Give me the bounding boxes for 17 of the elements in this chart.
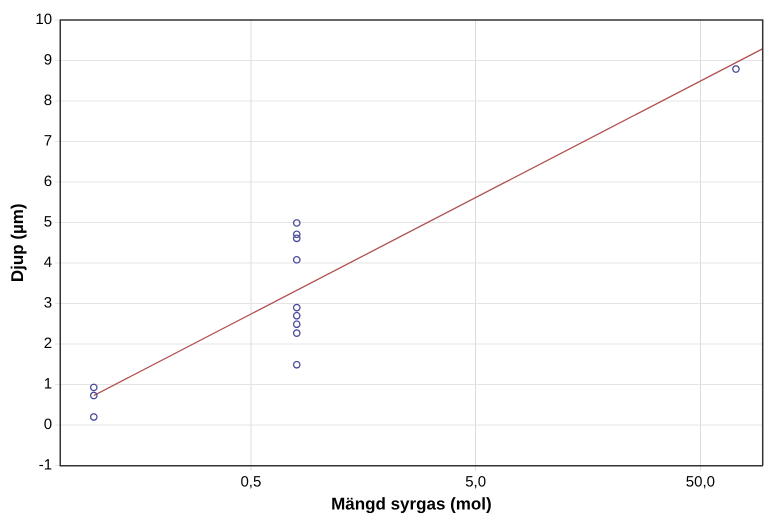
y-axis-title: Djup (µm) [8,203,27,282]
y-tick-label: 5 [44,214,52,231]
x-tick-label: 0,5 [240,474,262,491]
y-tick-label: 6 [44,173,52,190]
x-axis-title: Mängd syrgas (mol) [331,494,492,514]
y-tick-label: 8 [44,92,52,110]
y-tick-label: -1 [38,456,52,474]
y-tick-label: 4 [44,254,52,272]
x-tick-label: 50,0 [686,474,715,491]
y-tick-label: 3 [44,294,52,312]
y-tick-label: 2 [44,335,52,352]
y-tick-label: 9 [44,52,52,69]
x-tick-label: 5,0 [465,474,486,491]
y-tick-label: 0 [44,416,52,434]
y-tick-label: 10 [35,11,52,28]
y-tick-label: 7 [44,132,52,150]
y-tick-label: 1 [44,376,52,393]
